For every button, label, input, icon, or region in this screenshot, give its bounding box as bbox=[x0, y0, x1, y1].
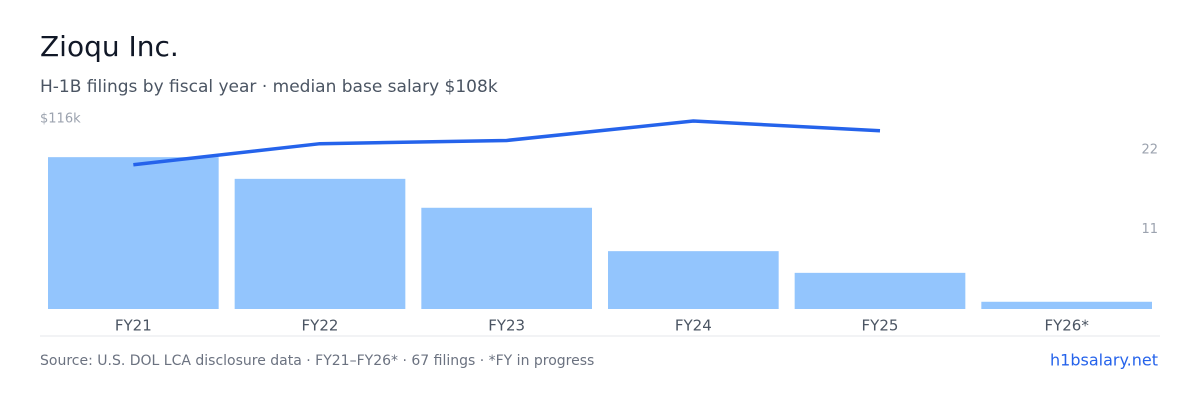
chart-title: Zioqu Inc. bbox=[40, 30, 179, 63]
bar bbox=[794, 272, 966, 309]
line bbox=[133, 119, 881, 167]
x-tick-label: FY21 bbox=[115, 317, 152, 335]
x-tick-label: FY24 bbox=[675, 317, 712, 335]
y2-tick-label: 11 bbox=[1141, 222, 1158, 237]
x-tick-label: FY26* bbox=[1044, 317, 1089, 335]
source-note: Source: U.S. DOL LCA disclosure data · F… bbox=[40, 353, 594, 369]
y-tick-label: $116k bbox=[40, 112, 81, 127]
y2-tick-label: 22 bbox=[1141, 142, 1158, 157]
bar bbox=[981, 301, 1152, 309]
x-tick-label: FY25 bbox=[862, 317, 899, 335]
bar bbox=[421, 207, 592, 309]
site-link[interactable]: h1bsalary.net bbox=[1050, 351, 1158, 370]
chart-subtitle: H-1B filings by fiscal year · median bas… bbox=[40, 77, 498, 97]
bar bbox=[234, 178, 406, 309]
x-tick-label: FY23 bbox=[488, 317, 525, 335]
x-tick-label: FY22 bbox=[302, 317, 339, 335]
bar bbox=[48, 157, 219, 309]
bar bbox=[608, 251, 779, 309]
